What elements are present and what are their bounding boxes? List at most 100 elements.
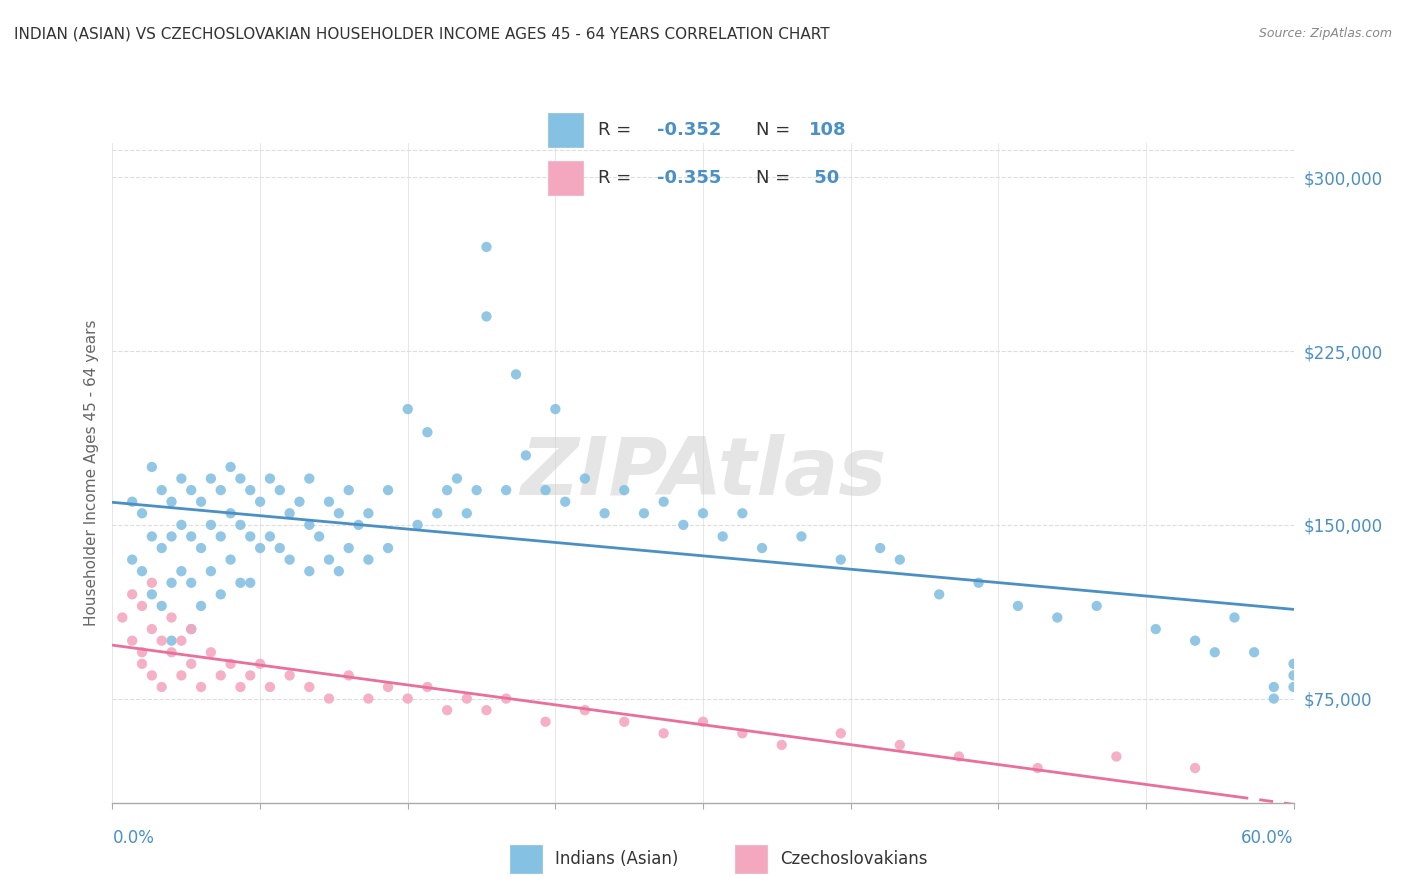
Point	[131, 564, 153, 578]
Point	[170, 668, 193, 682]
Point	[731, 506, 754, 520]
Point	[219, 506, 242, 520]
Point	[1007, 599, 1029, 613]
Point	[141, 587, 163, 601]
Point	[180, 575, 202, 590]
Point	[190, 680, 212, 694]
Point	[269, 541, 291, 555]
Point	[328, 564, 350, 578]
Point	[652, 494, 675, 508]
Point	[308, 529, 330, 543]
Text: R =: R =	[598, 120, 637, 139]
Point	[456, 691, 478, 706]
Point	[436, 703, 458, 717]
Point	[475, 310, 498, 324]
Point	[613, 483, 636, 497]
Point	[180, 622, 202, 636]
Point	[209, 529, 232, 543]
Point	[357, 506, 380, 520]
Point	[1204, 645, 1226, 659]
Point	[967, 575, 990, 590]
Point	[1282, 680, 1305, 694]
Point	[1026, 761, 1049, 775]
Point	[190, 599, 212, 613]
Point	[337, 541, 360, 555]
Y-axis label: Householder Income Ages 45 - 64 years: Householder Income Ages 45 - 64 years	[83, 319, 98, 626]
Text: Czechoslovakians: Czechoslovakians	[780, 849, 928, 868]
Point	[269, 483, 291, 497]
Point	[534, 483, 557, 497]
Point	[613, 714, 636, 729]
Point	[209, 483, 232, 497]
Point	[396, 691, 419, 706]
Point	[889, 738, 911, 752]
Point	[337, 483, 360, 497]
Point	[318, 552, 340, 566]
Point	[830, 552, 852, 566]
Text: 50: 50	[808, 169, 839, 187]
Point	[141, 622, 163, 636]
Point	[160, 633, 183, 648]
Text: N =: N =	[756, 120, 796, 139]
Point	[249, 541, 271, 555]
Text: Source: ZipAtlas.com: Source: ZipAtlas.com	[1258, 27, 1392, 40]
Point	[259, 471, 281, 485]
Text: -0.352: -0.352	[657, 120, 721, 139]
Point	[170, 471, 193, 485]
Point	[928, 587, 950, 601]
Point	[1282, 668, 1305, 682]
Point	[141, 460, 163, 475]
Point	[121, 587, 143, 601]
Point	[239, 668, 262, 682]
Text: Indians (Asian): Indians (Asian)	[555, 849, 679, 868]
Point	[495, 691, 517, 706]
Point	[249, 494, 271, 508]
Point	[288, 494, 311, 508]
Point	[141, 529, 163, 543]
Point	[278, 506, 301, 520]
Point	[377, 541, 399, 555]
Point	[278, 552, 301, 566]
Point	[131, 657, 153, 671]
Point	[869, 541, 891, 555]
Point	[1105, 749, 1128, 764]
Point	[200, 645, 222, 659]
Point	[170, 633, 193, 648]
Point	[150, 599, 173, 613]
Point	[377, 483, 399, 497]
Point	[219, 552, 242, 566]
Point	[1085, 599, 1108, 613]
Point	[111, 610, 134, 624]
Point	[131, 645, 153, 659]
Point	[731, 726, 754, 740]
Point	[200, 564, 222, 578]
Point	[298, 471, 321, 485]
Point	[790, 529, 813, 543]
Point	[465, 483, 488, 497]
Point	[229, 575, 252, 590]
Point	[249, 657, 271, 671]
Point	[209, 587, 232, 601]
Point	[239, 575, 262, 590]
FancyBboxPatch shape	[735, 845, 766, 872]
Point	[416, 425, 439, 440]
Text: N =: N =	[756, 169, 796, 187]
Point	[416, 680, 439, 694]
Point	[239, 529, 262, 543]
Point	[170, 517, 193, 532]
Point	[328, 506, 350, 520]
Point	[357, 552, 380, 566]
Point	[495, 483, 517, 497]
Point	[121, 552, 143, 566]
Point	[170, 564, 193, 578]
Point	[190, 494, 212, 508]
Point	[121, 633, 143, 648]
Point	[505, 368, 527, 382]
Text: ZIPAtlas: ZIPAtlas	[520, 434, 886, 512]
Point	[150, 633, 173, 648]
Text: 0.0%: 0.0%	[112, 829, 155, 847]
Point	[318, 494, 340, 508]
Point	[633, 506, 655, 520]
Point	[150, 680, 173, 694]
Point	[121, 494, 143, 508]
